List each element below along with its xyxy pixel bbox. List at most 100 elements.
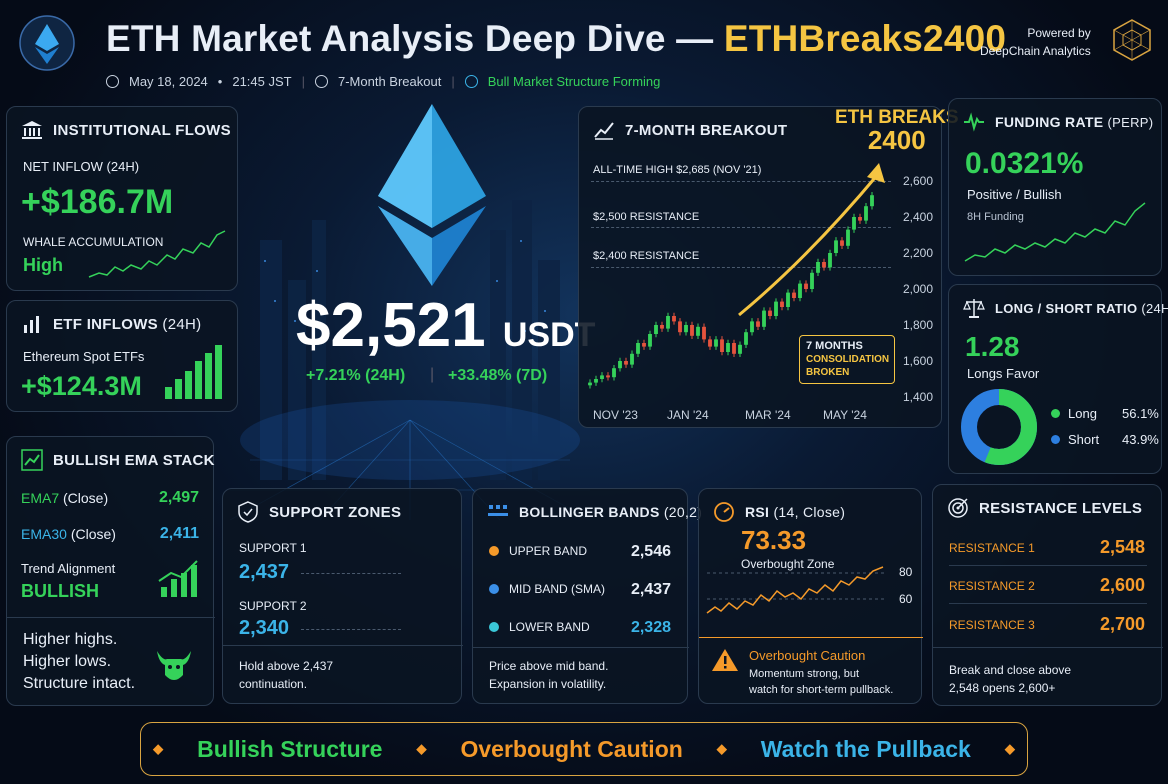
- mid-label: MID BAND (SMA): [509, 582, 605, 596]
- candle: [600, 375, 604, 379]
- trend-label: Trend Alignment: [21, 561, 116, 576]
- candlestick-chart: 2,600 2,400 2,200 2,000 1,800 1,600 1,400 NOV '…: [588, 163, 933, 422]
- funding-label: Positive / Bullish: [967, 187, 1062, 202]
- caution-title: Overbought Caution: [749, 648, 866, 663]
- bollinger-panel: BOLLINGER BANDS (20,2) UPPER BAND 2,546 …: [472, 488, 702, 704]
- ema-stack-panel: BULLISH EMA STACK EMA7 (Close) 2,497 EMA…: [6, 436, 215, 706]
- rsi-title: RSI (14, Close): [713, 501, 845, 523]
- y-tick-label: 1,400: [903, 390, 933, 404]
- pulse-icon: [964, 112, 984, 132]
- candle: [762, 310, 766, 327]
- rsi-value: 73.33: [741, 525, 807, 555]
- breakout-tag: 7-Month Breakout: [338, 74, 442, 89]
- ls-ratio-value: 1.28: [965, 331, 1020, 362]
- eth-diamond-icon: [378, 104, 486, 286]
- long-short-donut: [961, 389, 1037, 465]
- etf-bars-graphic: [165, 345, 222, 399]
- scale-icon: [963, 299, 985, 318]
- candle: [870, 195, 874, 207]
- rsi-tick-80: 80: [899, 565, 913, 579]
- bollinger-note-1: Price above mid band.: [489, 659, 609, 673]
- funding-sparkline: [964, 202, 1146, 262]
- resistance-title: RESISTANCE LEVELS: [947, 497, 1142, 519]
- r1-label: RESISTANCE 1: [949, 541, 1035, 555]
- upper-dot: [489, 546, 499, 556]
- y-tick-label: 1,800: [903, 318, 933, 332]
- candle: [618, 361, 622, 369]
- breakout-arrow-head: [867, 163, 885, 183]
- candle: [684, 325, 688, 333]
- candle: [852, 217, 856, 230]
- breakout-arrow: [738, 172, 881, 317]
- r3-value: 2,700: [1099, 614, 1145, 634]
- support-title: SUPPORT ZONES: [237, 501, 401, 523]
- bands-icon: [488, 505, 508, 516]
- funding-rate-panel: FUNDING RATE (PERP) 0.0321% Positive / B…: [948, 98, 1162, 276]
- bollinger-note-2: Expansion in volatility.: [489, 677, 607, 691]
- etf-inflows-panel: ETF INFLOWS (24H) Ethereum Spot ETFs +$1…: [6, 300, 238, 412]
- whale-value: High: [23, 255, 63, 275]
- inflow-sparkline: [88, 230, 226, 278]
- ema-note-3: Structure intact.: [23, 675, 136, 692]
- clock-icon: [106, 75, 119, 88]
- candle: [702, 326, 706, 340]
- candle: [780, 301, 784, 307]
- short-legend: Short 43.9%: [1051, 432, 1159, 447]
- institutional-flows-panel: INSTITUTIONAL FLOWS NET INFLOW (24H) +$1…: [6, 106, 238, 291]
- r1-value: 2,548: [1099, 537, 1145, 557]
- long-slice: [961, 389, 1037, 465]
- r2-value: 2,600: [1099, 575, 1145, 595]
- funding-sub: 8H Funding: [967, 211, 1024, 223]
- whale-label: WHALE ACCUMULATION: [23, 235, 164, 249]
- etf-title: ETF INFLOWS (24H): [21, 313, 201, 335]
- footer-banner: ◆ Bullish Structure ◆ Overbought Caution ◆…: [140, 722, 1028, 776]
- candle: [642, 343, 646, 347]
- candle: [756, 321, 760, 327]
- candle: [606, 375, 610, 378]
- long-legend: Long 56.1%: [1051, 406, 1159, 421]
- footer-pullback: Watch the Pullback: [760, 735, 971, 762]
- long-short-title: LONG / SHORT RATIO (24H): [963, 297, 1168, 319]
- candle: [714, 339, 718, 347]
- mid-dot: [489, 584, 499, 594]
- candle: [660, 325, 664, 329]
- candle: [666, 316, 670, 329]
- upper-value: 2,546: [630, 543, 671, 560]
- rsi-panel: RSI (14, Close) 73.33 Overbought Zone 80…: [698, 488, 923, 704]
- candle: [678, 321, 682, 333]
- y-tick-label: 2,200: [903, 246, 933, 260]
- candle: [810, 272, 814, 289]
- candle: [648, 334, 652, 347]
- y-tick-label: 2,000: [903, 282, 933, 296]
- candle: [612, 368, 616, 378]
- mid-value: 2,437: [630, 581, 671, 598]
- header-meta: May 18, 2024 • 21:45 JST | 7-Month Breakou…: [106, 74, 660, 89]
- y-tick-label: 2,600: [903, 174, 933, 188]
- x-tick-label: MAR '24: [745, 408, 791, 422]
- institutional-flows-title: INSTITUTIONAL FLOWS: [21, 119, 231, 141]
- support2-label: SUPPORT 2: [239, 599, 307, 613]
- date-text: May 18, 2024: [129, 74, 208, 89]
- rsi-label: Overbought Zone: [741, 557, 835, 571]
- candle: [822, 262, 826, 268]
- change-24h: +7.21% (24H): [306, 367, 406, 384]
- candle: [768, 310, 772, 316]
- line-chart-icon: [594, 122, 614, 140]
- funding-title: FUNDING RATE (PERP): [963, 111, 1153, 133]
- ema30-value: 2,411: [159, 525, 199, 542]
- candle: [726, 343, 730, 352]
- candle: [624, 361, 628, 365]
- candle: [864, 206, 868, 221]
- candle: [804, 283, 808, 289]
- x-tick-label: NOV '23: [593, 408, 638, 422]
- ema-note-2: Higher lows.: [23, 653, 112, 670]
- x-tick-label: JAN '24: [667, 408, 709, 422]
- ls-ratio-label: Longs Favor: [967, 366, 1040, 381]
- candle: [786, 292, 790, 307]
- net-inflow-label: NET INFLOW (24H): [23, 159, 140, 174]
- y-tick-label: 2,400: [903, 210, 933, 224]
- candle: [708, 339, 712, 347]
- consolidation-callout: 7 MONTHS CONSOLIDATION BROKEN: [799, 335, 895, 384]
- gauge-icon: [714, 502, 734, 522]
- lower-dot: [489, 622, 499, 632]
